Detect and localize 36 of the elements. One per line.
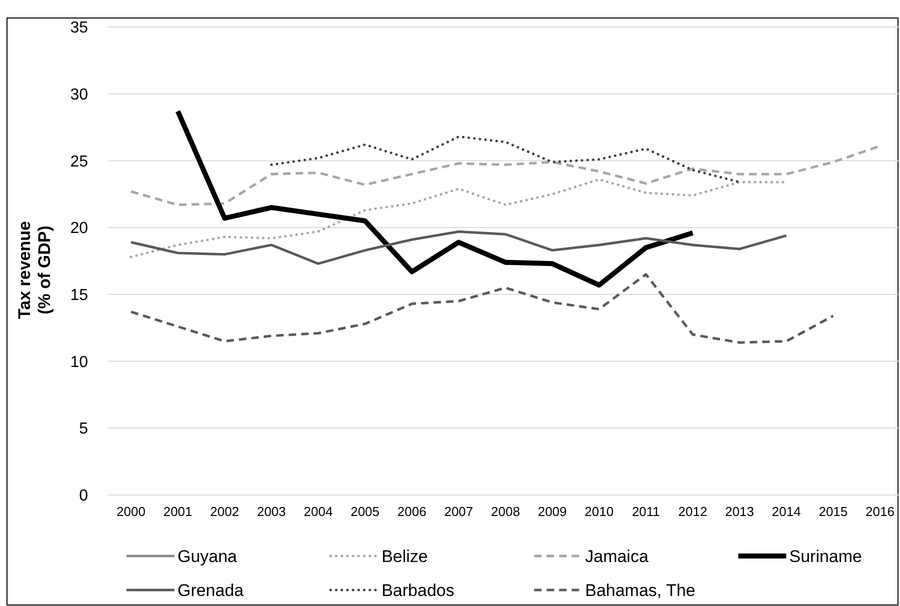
x-tick-label: 2007 [444, 504, 474, 519]
x-tick-label: 2010 [584, 504, 614, 519]
y-tick-label: 10 [70, 354, 88, 371]
legend-label: Guyana [177, 546, 238, 566]
x-tick-label: 2012 [678, 504, 708, 519]
x-tick-label: 2006 [397, 504, 426, 519]
y-axis-title: Tax revenue (% of GDP) [15, 221, 54, 319]
legend-label: Jamaica [585, 546, 649, 566]
line-series [130, 273, 834, 344]
legend-label: Belize [382, 546, 428, 566]
line-series [270, 135, 741, 184]
x-tick-label: 2008 [491, 504, 520, 519]
y-tick-label: 5 [79, 420, 88, 438]
x-tick-label: 2005 [350, 504, 380, 519]
y-tick-label: 15 [70, 287, 88, 304]
x-tick-label: 2003 [256, 504, 286, 519]
x-tick-label: 2009 [538, 504, 567, 519]
x-tick-label: 2014 [772, 504, 801, 519]
x-tick-label: 2016 [866, 504, 894, 519]
line-series [130, 230, 788, 265]
x-tick-label: 2001 [163, 504, 192, 519]
legend-label: Suriname [789, 546, 862, 566]
x-tick-label: 2011 [632, 504, 660, 519]
legend-label: Barbados [382, 580, 454, 600]
x-tick-label: 2015 [818, 504, 848, 519]
y-tick-label: 35 [70, 20, 88, 37]
x-tick-label: 2000 [116, 504, 146, 519]
legend-label: Bahamas, The [585, 580, 696, 600]
y-tick-label: 20 [70, 220, 88, 238]
y-tick-label: 30 [70, 86, 88, 104]
x-tick-label: 2004 [304, 504, 333, 519]
y-tick-label: 0 [79, 488, 88, 505]
y-tick-label: 25 [70, 153, 88, 170]
x-tick-label: 2013 [725, 504, 754, 519]
x-tick-label: 2002 [210, 504, 240, 519]
legend-label: Grenada [177, 580, 244, 600]
